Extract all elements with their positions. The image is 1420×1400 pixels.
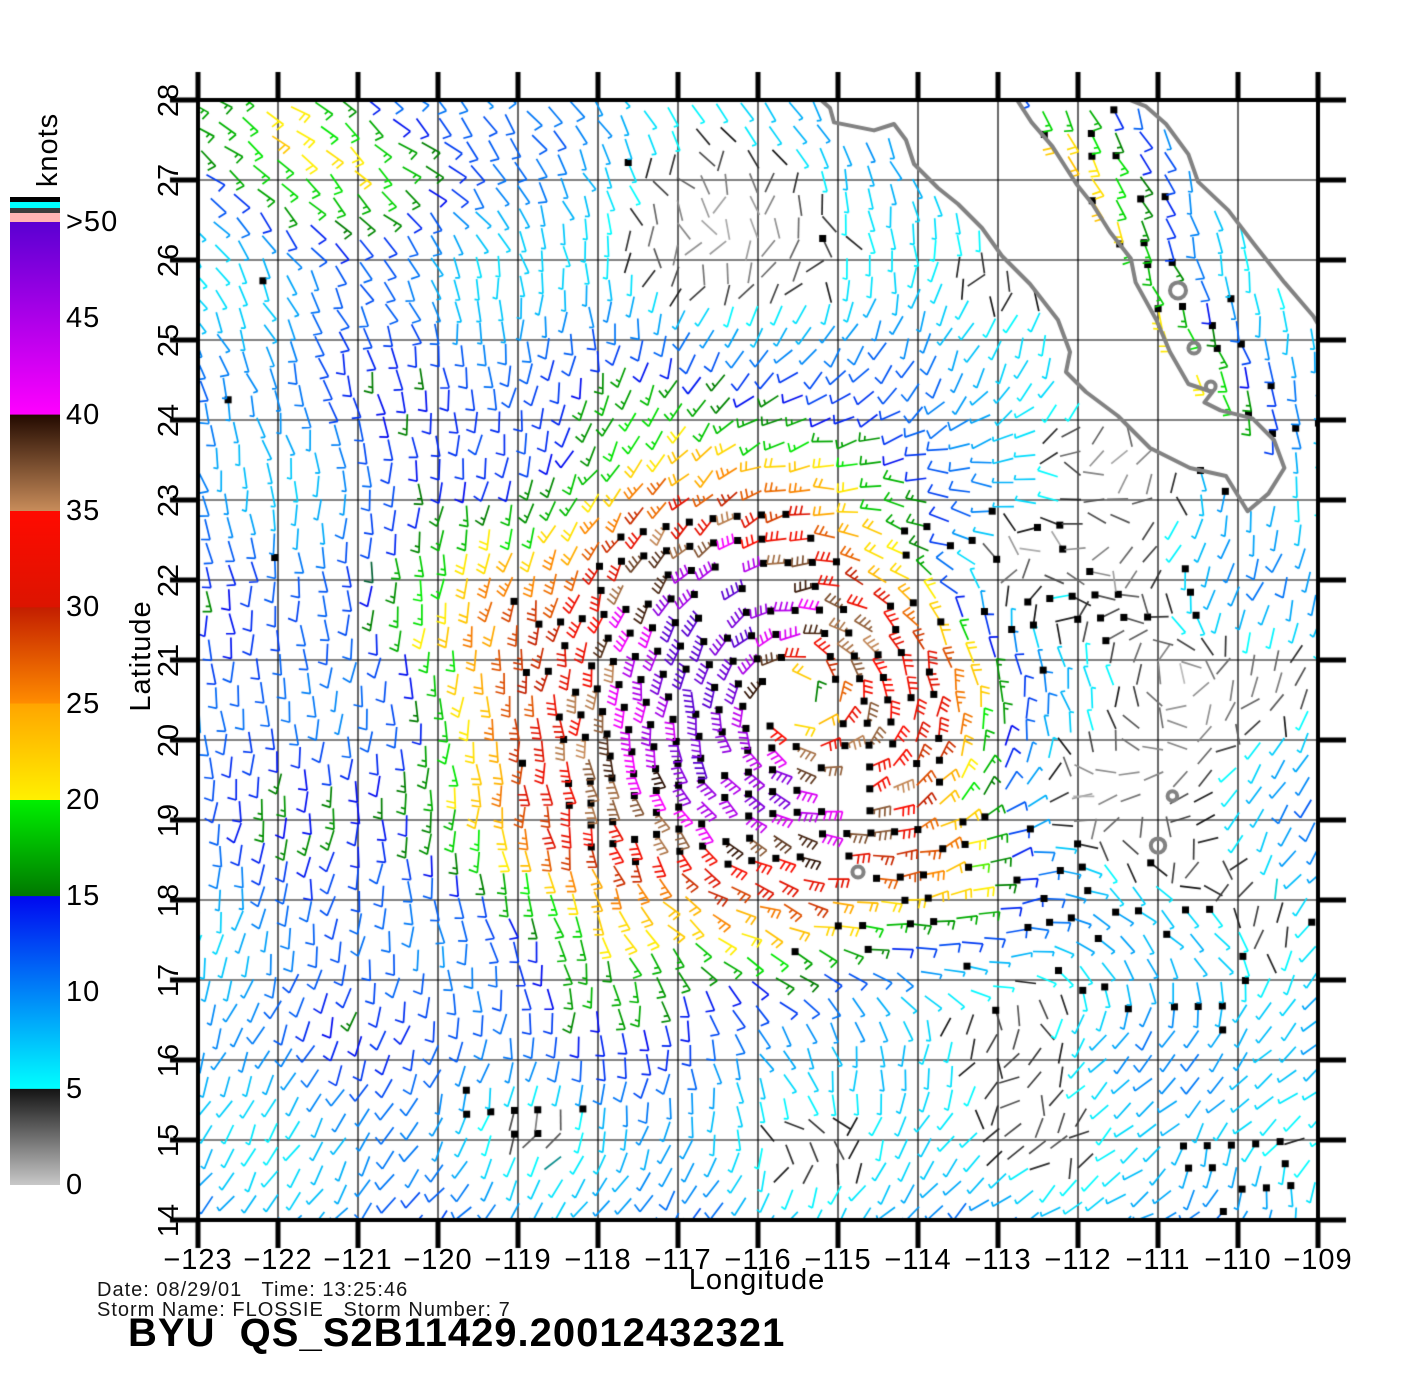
colorbar-cap-stripes <box>10 197 60 222</box>
colorbar-cap-stripe <box>10 208 60 213</box>
colorbar-tick-label: 25 <box>66 687 101 720</box>
x-tick-label: −123 <box>163 1244 233 1276</box>
x-tick-label: −110 <box>1204 1244 1272 1276</box>
x-tick-label: −120 <box>403 1244 473 1276</box>
colorbar-tick-label: 0 <box>66 1169 84 1201</box>
colorbar-tick-label: >50 <box>66 206 119 238</box>
colorbar-tick-label: 20 <box>66 783 101 816</box>
file-id-annotation: BYU QS_S2B11429.20012432321 <box>128 1311 786 1355</box>
x-tick-label: −121 <box>323 1244 393 1276</box>
x-tick-label: −122 <box>243 1244 313 1276</box>
x-tick-label: −113 <box>964 1244 1032 1276</box>
colorbar-tick-label: 15 <box>66 880 101 913</box>
x-tick-label: −118 <box>564 1244 632 1276</box>
colorbar-tick-label: 35 <box>66 494 101 527</box>
colorbar-tick-label: 30 <box>66 591 101 624</box>
x-tick-label: −109 <box>1283 1244 1353 1276</box>
x-tick-label: −111 <box>1125 1244 1191 1276</box>
colorbar-tick-label: 5 <box>66 1072 84 1105</box>
colorbar-cap-stripe <box>10 213 60 222</box>
colorbar-cap-stripe <box>10 197 60 202</box>
x-tick-label: −115 <box>804 1244 872 1276</box>
x-tick-label: −112 <box>1044 1244 1112 1276</box>
x-tick-label: −114 <box>884 1244 952 1276</box>
colorbar-tick-label: 45 <box>66 302 101 335</box>
x-tick-label: −116 <box>724 1244 792 1276</box>
date-time-annotation: Date: 08/29/01 Time: 13:25:46 <box>97 1279 409 1301</box>
x-tick-label: −119 <box>484 1244 552 1276</box>
y-axis-title: Latitude <box>125 600 157 712</box>
x-axis-title: Longitude <box>688 1264 826 1296</box>
colorbar-tick-label: 10 <box>66 976 101 1009</box>
colorbar-cap-stripe <box>10 202 60 208</box>
colorbar-tick-label: 40 <box>66 398 101 431</box>
storm-name-annotation: Storm Name: FLOSSIE Storm Number: 7 <box>97 1299 511 1321</box>
y-tick-label: 28 <box>153 82 185 118</box>
x-tick-label: −117 <box>644 1244 712 1276</box>
colorbar-gradient <box>10 222 60 1185</box>
